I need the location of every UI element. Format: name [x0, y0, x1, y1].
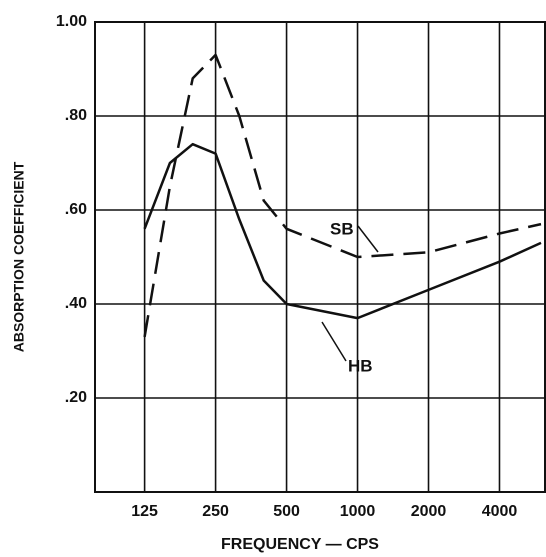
y-axis-title: ABSORPTION COEFFICIENT: [11, 161, 27, 352]
series-annotation: HB: [348, 356, 373, 375]
y-tick-label: .40: [65, 295, 87, 312]
x-tick-label: 125: [131, 503, 158, 520]
series-line: [143, 53, 542, 338]
x-tick-label: 500: [273, 503, 300, 520]
plot-frame: [94, 21, 546, 493]
leader-line: [321, 321, 347, 362]
x-tick-label: 4000: [482, 503, 518, 520]
y-tick-label: .80: [65, 107, 87, 124]
y-tick-label: .60: [65, 201, 87, 218]
x-tick-label: 1000: [340, 503, 376, 520]
x-tick-label: 250: [202, 503, 229, 520]
leader-line: [357, 225, 379, 253]
series-line: [143, 142, 542, 320]
y-tick-label: .20: [65, 389, 87, 406]
x-tick-label: 2000: [411, 503, 447, 520]
x-axis-title: FREQUENCY — CPS: [221, 536, 379, 553]
series-annotation: SB: [330, 219, 354, 238]
y-tick-label: 1.00: [56, 13, 87, 30]
